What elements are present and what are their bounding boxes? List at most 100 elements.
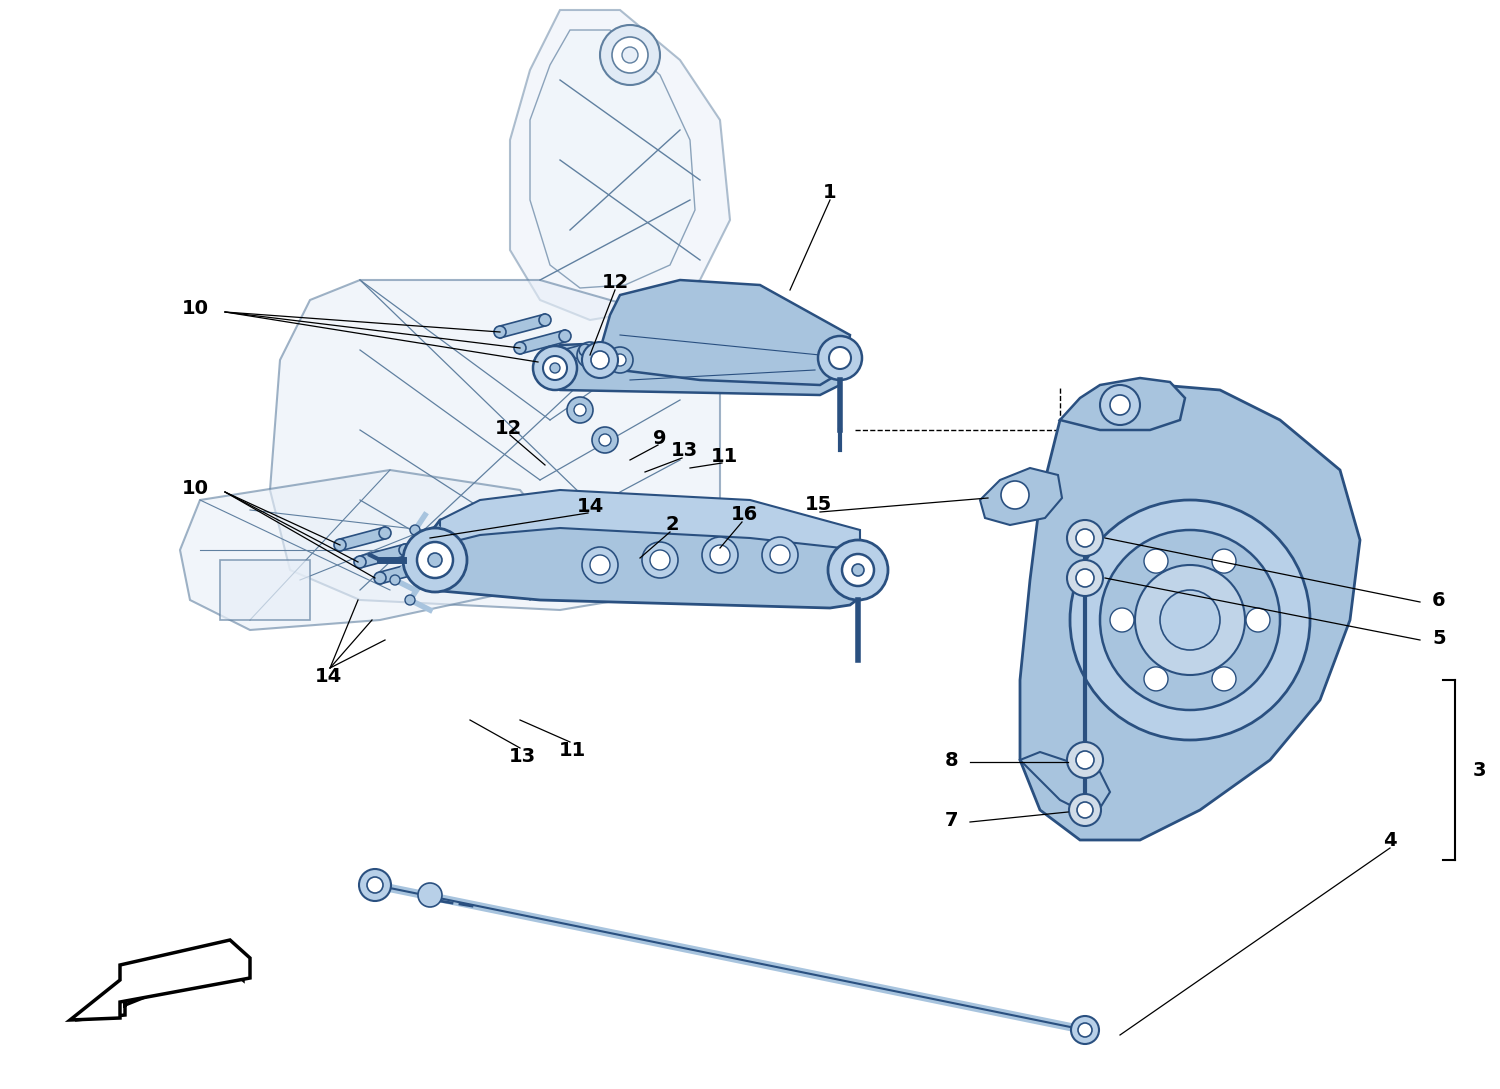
Text: 14: 14 — [576, 497, 603, 515]
Circle shape — [514, 342, 526, 354]
Text: 12: 12 — [495, 418, 522, 438]
Polygon shape — [340, 527, 386, 551]
Circle shape — [852, 564, 864, 576]
Circle shape — [405, 595, 416, 605]
Circle shape — [1110, 608, 1134, 632]
Text: 11: 11 — [711, 446, 738, 465]
Circle shape — [584, 348, 596, 360]
Circle shape — [828, 540, 888, 600]
Circle shape — [494, 326, 506, 338]
Circle shape — [1066, 742, 1102, 778]
Text: 11: 11 — [558, 741, 585, 759]
Circle shape — [1066, 521, 1102, 556]
Text: 2: 2 — [664, 514, 680, 534]
Circle shape — [419, 560, 430, 572]
Circle shape — [1078, 1023, 1092, 1037]
Circle shape — [642, 542, 678, 578]
Circle shape — [600, 25, 660, 85]
Text: 3: 3 — [1473, 760, 1486, 780]
Text: 9: 9 — [654, 428, 666, 448]
Circle shape — [550, 363, 560, 374]
Circle shape — [1212, 549, 1236, 573]
Circle shape — [390, 575, 400, 585]
Polygon shape — [500, 314, 544, 338]
Text: 12: 12 — [602, 272, 628, 292]
Circle shape — [608, 347, 633, 374]
Text: 4: 4 — [1383, 831, 1396, 849]
Circle shape — [380, 527, 392, 539]
Polygon shape — [220, 560, 310, 620]
Circle shape — [1144, 666, 1168, 690]
Text: 13: 13 — [670, 440, 698, 460]
Polygon shape — [520, 330, 566, 354]
Circle shape — [1071, 1016, 1100, 1044]
Circle shape — [622, 47, 638, 63]
Circle shape — [1160, 590, 1220, 650]
Circle shape — [1076, 529, 1094, 547]
Circle shape — [560, 330, 572, 342]
Text: 10: 10 — [182, 478, 209, 498]
Text: 14: 14 — [315, 666, 342, 685]
Polygon shape — [600, 280, 850, 386]
Circle shape — [368, 877, 382, 893]
Text: 6: 6 — [1432, 590, 1446, 610]
Circle shape — [710, 544, 730, 565]
Circle shape — [354, 556, 366, 568]
Circle shape — [1076, 751, 1094, 769]
Circle shape — [818, 337, 862, 380]
Circle shape — [419, 883, 442, 907]
Circle shape — [1070, 500, 1310, 741]
Circle shape — [1076, 568, 1094, 587]
Circle shape — [410, 525, 420, 535]
Text: 13: 13 — [509, 746, 536, 766]
Circle shape — [582, 342, 618, 378]
Polygon shape — [540, 344, 585, 368]
Text: 7: 7 — [945, 810, 958, 830]
Circle shape — [830, 347, 850, 369]
Circle shape — [532, 346, 578, 390]
Polygon shape — [530, 30, 694, 287]
Circle shape — [579, 344, 591, 356]
Circle shape — [762, 537, 798, 573]
Polygon shape — [1020, 752, 1110, 810]
Circle shape — [534, 356, 546, 368]
Polygon shape — [1060, 378, 1185, 430]
Circle shape — [770, 544, 790, 565]
Text: 5: 5 — [1432, 628, 1446, 648]
Polygon shape — [380, 560, 424, 584]
Circle shape — [650, 550, 670, 570]
Polygon shape — [180, 470, 560, 631]
Polygon shape — [360, 544, 405, 568]
Circle shape — [1110, 395, 1130, 415]
Circle shape — [702, 537, 738, 573]
Circle shape — [427, 553, 442, 567]
Circle shape — [1077, 802, 1094, 818]
Polygon shape — [270, 280, 720, 610]
Circle shape — [1212, 666, 1236, 690]
Circle shape — [358, 869, 392, 901]
Circle shape — [842, 554, 874, 586]
Polygon shape — [440, 490, 860, 550]
Circle shape — [598, 435, 610, 446]
Text: 8: 8 — [945, 750, 958, 770]
Circle shape — [424, 540, 435, 550]
Polygon shape — [416, 515, 880, 608]
Circle shape — [591, 351, 609, 369]
Polygon shape — [1020, 386, 1360, 840]
Circle shape — [334, 539, 346, 551]
Circle shape — [592, 427, 618, 453]
Circle shape — [1246, 608, 1270, 632]
Circle shape — [574, 404, 586, 416]
Circle shape — [1144, 549, 1168, 573]
Circle shape — [1100, 530, 1280, 710]
Circle shape — [404, 528, 466, 592]
Circle shape — [1000, 481, 1029, 509]
Polygon shape — [980, 468, 1062, 525]
Circle shape — [567, 397, 592, 423]
Polygon shape — [510, 10, 730, 320]
Circle shape — [612, 37, 648, 73]
Text: 16: 16 — [730, 504, 758, 524]
Polygon shape — [70, 940, 250, 1020]
Text: 15: 15 — [804, 495, 831, 514]
Polygon shape — [544, 335, 844, 395]
